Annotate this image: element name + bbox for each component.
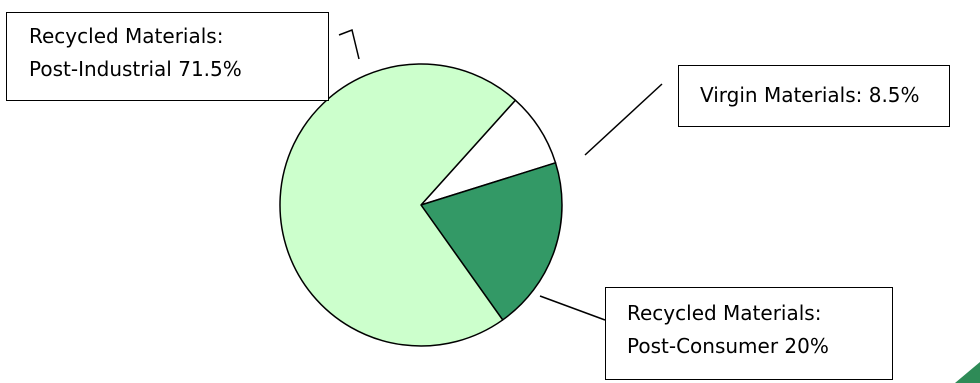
callout-post-consumer: Recycled Materials: Post-Consumer 20%: [605, 287, 893, 380]
pie-slices: [279, 63, 563, 347]
callout-post-consumer-line1: Recycled Materials:: [627, 301, 822, 325]
callout-post-industrial-line2: Post-Industrial 71.5%: [29, 57, 242, 81]
leader-line-virgin: [584, 83, 663, 156]
callout-post-industrial-line1: Recycled Materials:: [29, 24, 224, 48]
callout-post-consumer-line2: Post-Consumer 20%: [627, 334, 829, 358]
callout-post-industrial: Recycled Materials: Post-Industrial 71.5…: [6, 12, 329, 101]
leader-line-post-industrial: [338, 28, 360, 60]
leader-line-post-consumer: [539, 295, 606, 321]
leader-lines: [338, 28, 663, 321]
pie-slice-post-consumer: [420, 162, 563, 321]
pie-slice-post-industrial: [279, 63, 517, 347]
corner-accent-shape: [955, 362, 980, 383]
callout-virgin: Virgin Materials: 8.5%: [678, 65, 950, 127]
callout-virgin-line1: Virgin Materials: 8.5%: [700, 83, 920, 107]
